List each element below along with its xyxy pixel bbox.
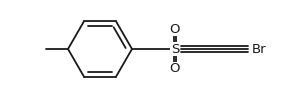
- Text: O: O: [170, 63, 180, 75]
- Text: O: O: [170, 23, 180, 35]
- Text: S: S: [171, 43, 179, 55]
- Text: Br: Br: [252, 43, 267, 55]
